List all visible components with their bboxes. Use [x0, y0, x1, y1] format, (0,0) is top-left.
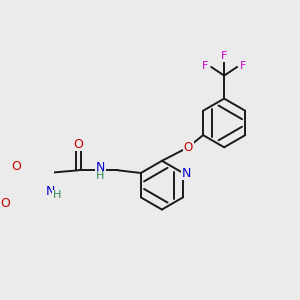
- Text: H: H: [96, 171, 104, 181]
- Text: H: H: [53, 190, 61, 200]
- Text: F: F: [202, 61, 208, 70]
- Text: N: N: [182, 167, 191, 179]
- Text: N: N: [46, 185, 55, 198]
- Text: O: O: [184, 141, 193, 154]
- Text: F: F: [221, 51, 227, 61]
- Text: F: F: [240, 61, 246, 70]
- Text: O: O: [74, 137, 83, 151]
- Text: N: N: [96, 160, 105, 173]
- Text: O: O: [11, 160, 21, 173]
- Text: O: O: [1, 197, 10, 210]
